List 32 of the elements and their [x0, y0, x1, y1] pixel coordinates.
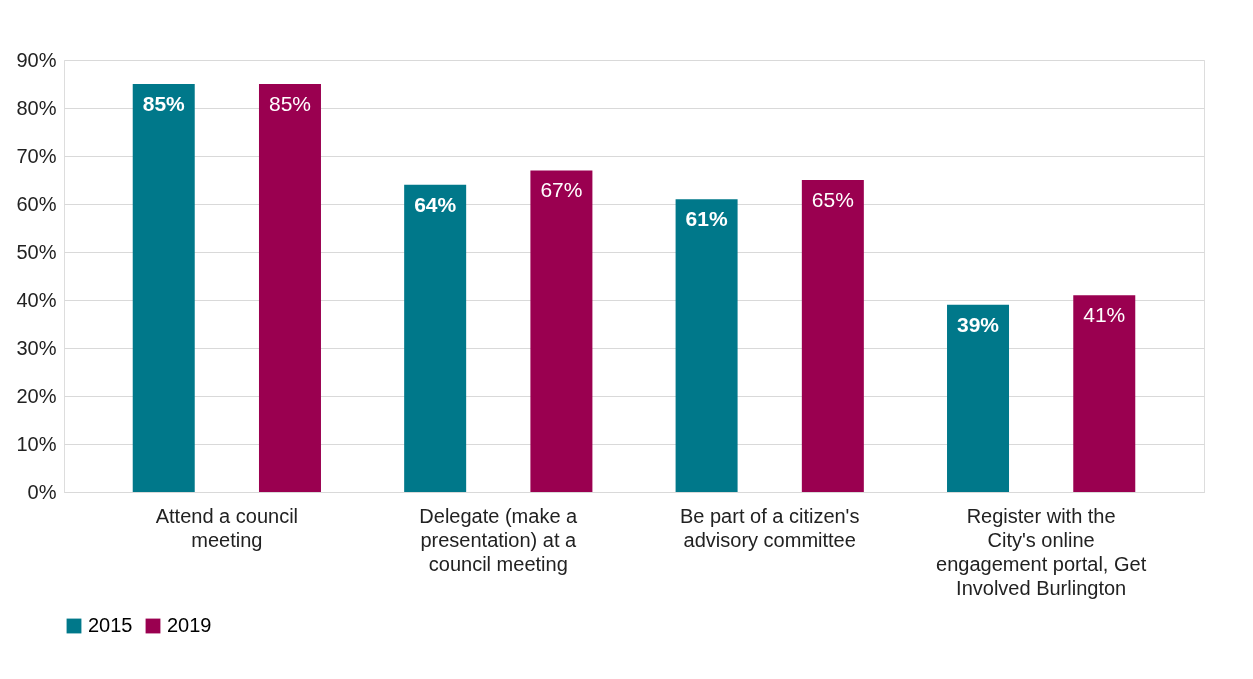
x-tick-label: Register with the City's online engagement portal, Get Involved Burlington	[936, 504, 1147, 599]
bar	[132, 84, 195, 492]
y-tick-label: 0%	[27, 480, 57, 503]
y-tick-label: 90%	[16, 48, 57, 71]
legend-label: 2019	[167, 614, 212, 636]
y-tick-label: 10%	[16, 432, 57, 455]
bar	[404, 184, 467, 492]
y-tick-label: 40%	[16, 288, 57, 311]
x-tick-label: Delegate (make a presentation) at a council meeting	[419, 504, 579, 575]
bar	[801, 180, 864, 492]
y-tick-label: 80%	[16, 96, 57, 119]
data-label: 65%	[811, 188, 854, 211]
bar	[675, 199, 738, 492]
data-label: 61%	[685, 207, 728, 231]
data-label: 67%	[540, 178, 583, 202]
x-tick-label: Be part of a citizen's advisory committee	[679, 504, 860, 551]
data-label: 85%	[142, 92, 186, 115]
data-label: 41%	[1083, 303, 1126, 327]
x-tick-label: Attend a council meeting	[155, 504, 299, 551]
y-tick-label: 30%	[16, 336, 57, 359]
bar	[1073, 295, 1136, 492]
y-tick-label: 50%	[16, 240, 57, 263]
y-tick-label: 60%	[16, 192, 57, 215]
data-label: 85%	[268, 92, 311, 115]
y-tick-label: 70%	[16, 144, 57, 167]
data-label: 39%	[957, 312, 1000, 336]
bar	[258, 84, 321, 492]
y-tick-label: 20%	[16, 384, 57, 407]
data-label: 64%	[414, 192, 457, 216]
legend-label: 2015	[88, 614, 133, 636]
bar	[947, 304, 1010, 492]
bar	[530, 170, 593, 492]
